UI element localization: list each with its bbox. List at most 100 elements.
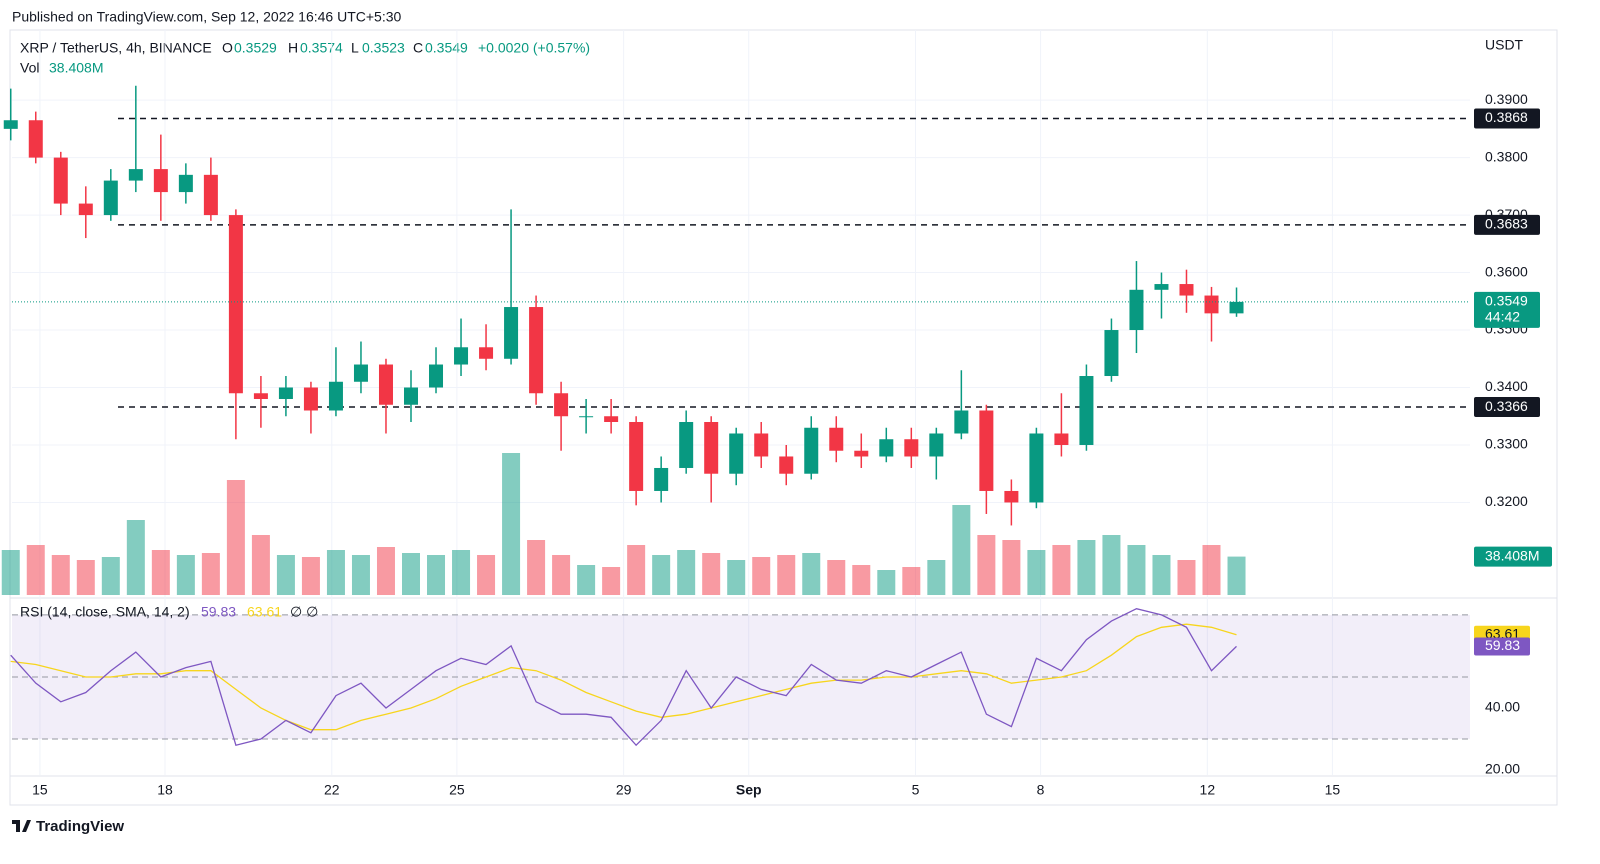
candle-body (78, 203, 93, 216)
candle-body (654, 467, 669, 491)
candle-body (804, 427, 819, 474)
level-label-box (1474, 214, 1540, 235)
volume-bar (1052, 545, 1071, 595)
rsi-line (10, 608, 1237, 747)
candle-body (679, 421, 694, 468)
candle-body (454, 347, 469, 365)
volume-legend-value: 38.408M (49, 60, 103, 76)
volume-bar (652, 555, 671, 595)
volume-bar (1, 550, 20, 595)
volume-bar (502, 453, 521, 595)
y-tick-label: 0.3900 (1485, 91, 1528, 107)
volume-bar (1027, 550, 1046, 595)
candle-body (378, 364, 393, 405)
volume-bar (602, 567, 621, 595)
volume-bar (902, 567, 921, 595)
level-label-box (1474, 397, 1540, 418)
y-tick-label: 0.3200 (1485, 493, 1528, 509)
volume-name: Vol (20, 60, 39, 76)
x-tick-label: 8 (1037, 782, 1045, 798)
legend-h: 0.3574 (300, 40, 343, 56)
volume-bar (76, 560, 95, 595)
volume-bar (552, 555, 571, 595)
volume-bar (351, 555, 370, 595)
x-tick-label: 22 (324, 782, 340, 798)
candle-body (729, 433, 744, 474)
volume-bar (276, 555, 295, 595)
legend-h-label: H (288, 40, 298, 56)
x-tick-label: 15 (32, 782, 48, 798)
frame (9, 29, 1558, 806)
rsi-band-fill (12, 614, 1470, 740)
last-price-box (1474, 291, 1540, 328)
last-price-label: 0.3549 (1485, 293, 1528, 309)
candle-body (1204, 295, 1219, 314)
candle-body (3, 120, 18, 129)
candle-body (904, 439, 919, 457)
rsi-box (1474, 637, 1530, 656)
candle-body (629, 421, 644, 491)
volume-bar (952, 505, 971, 595)
volume-bar (176, 555, 195, 595)
volume-bar (452, 550, 471, 595)
candle-body (429, 364, 444, 388)
volume-bar (1002, 540, 1021, 595)
candle-body (929, 433, 944, 457)
volume-bar (326, 550, 345, 595)
volume-bar (101, 557, 120, 595)
candle-body (1229, 301, 1244, 314)
volume-bar (977, 535, 996, 595)
volume-bar (477, 555, 496, 595)
candle-body (253, 393, 268, 400)
volume-bar (677, 550, 696, 595)
volume-bar (727, 560, 746, 595)
volume-bar (527, 540, 546, 595)
candle-body (128, 169, 143, 181)
rsi-sma-label: 63.61 (1485, 625, 1520, 641)
candle-body (53, 157, 68, 204)
candle-body (979, 410, 994, 491)
volume-bar (376, 547, 395, 595)
candle-body (754, 433, 769, 457)
volume-bar (802, 553, 821, 595)
rsi-legend-na: ∅ ∅ (290, 604, 318, 620)
candle-body (1079, 376, 1094, 445)
candle-body (328, 381, 343, 411)
volume-bar (251, 535, 270, 595)
candle-body (1129, 289, 1144, 331)
volume-bar (201, 553, 220, 595)
volume-bar (1177, 560, 1196, 595)
volume-bar (1102, 535, 1121, 595)
candle-body (954, 410, 969, 434)
rsi-legend-value: 59.83 (201, 604, 236, 620)
volume-bar (827, 560, 846, 595)
volume-bar (126, 520, 145, 595)
volume-bar (26, 545, 45, 595)
volume-bar (927, 560, 946, 595)
y-tick-label: 0.3300 (1485, 436, 1528, 452)
published: Published on TradingView.com, Sep 12, 20… (12, 9, 401, 25)
candle-body (1179, 284, 1194, 296)
volume-bar (402, 553, 421, 595)
volume-bar (1202, 545, 1221, 595)
x-tick-label: 29 (616, 782, 632, 798)
legend-change: +0.0020 (+0.57%) (478, 40, 590, 56)
x-tick-label: 18 (157, 782, 173, 798)
volume-bar (752, 557, 771, 595)
volume-bar (777, 555, 796, 595)
volume-bar (627, 545, 646, 595)
candle-body (1004, 490, 1019, 503)
volume-label: 38.408M (1485, 547, 1539, 563)
rsi-label: 59.83 (1485, 637, 1520, 653)
candle-body (278, 387, 293, 400)
candle-body (879, 439, 894, 457)
candle-body (1104, 330, 1119, 377)
y-tick-label: 0.3400 (1485, 378, 1528, 394)
candle-body (28, 120, 43, 158)
y-tick-label: 0.3600 (1485, 263, 1528, 279)
rsi-legend-sma: 63.61 (247, 604, 282, 620)
candle-body (554, 393, 569, 417)
x-tick-label: 12 (1200, 782, 1216, 798)
volume-bar (1227, 556, 1246, 595)
